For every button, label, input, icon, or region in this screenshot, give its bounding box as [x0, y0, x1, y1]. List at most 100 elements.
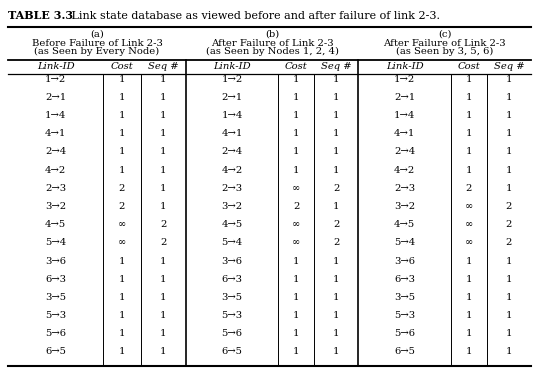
Text: ∞: ∞ [118, 238, 126, 248]
Text: 5→6: 5→6 [394, 329, 415, 338]
Text: 5→3: 5→3 [222, 311, 243, 320]
Text: 2→1: 2→1 [394, 93, 415, 102]
Text: 1: 1 [466, 147, 472, 156]
Text: 4→5: 4→5 [45, 220, 66, 229]
Text: 5→4: 5→4 [45, 238, 66, 248]
Text: 4→1: 4→1 [222, 129, 243, 138]
Text: 5→6: 5→6 [45, 329, 66, 338]
Text: Seq #: Seq # [148, 62, 178, 71]
Text: ∞: ∞ [465, 220, 473, 229]
Text: 1: 1 [119, 166, 125, 175]
Text: 1: 1 [293, 147, 300, 156]
Text: 1: 1 [466, 75, 472, 84]
Text: 1: 1 [466, 129, 472, 138]
Text: 1: 1 [293, 256, 300, 265]
Text: ∞: ∞ [292, 184, 301, 193]
Text: 2→4: 2→4 [222, 147, 243, 156]
Text: 1: 1 [293, 347, 300, 356]
Text: ∞: ∞ [465, 202, 473, 211]
Text: 1: 1 [333, 311, 340, 320]
Text: 6→3: 6→3 [222, 274, 243, 284]
Text: (as Seen by 3, 5, 6): (as Seen by 3, 5, 6) [396, 47, 493, 56]
Text: 5→4: 5→4 [222, 238, 243, 248]
Text: 1: 1 [119, 274, 125, 284]
Text: 1: 1 [333, 256, 340, 265]
Text: 2→3: 2→3 [222, 184, 243, 193]
Text: 1→2: 1→2 [394, 75, 415, 84]
Text: 5→3: 5→3 [394, 311, 415, 320]
Text: 1→4: 1→4 [394, 111, 415, 120]
Text: 1: 1 [333, 147, 340, 156]
Text: 1: 1 [466, 347, 472, 356]
Text: 1: 1 [506, 274, 512, 284]
Text: 1: 1 [333, 93, 340, 102]
Text: 1: 1 [466, 293, 472, 302]
Text: 3→6: 3→6 [394, 256, 415, 265]
Text: 1: 1 [160, 329, 167, 338]
Text: 4→5: 4→5 [222, 220, 243, 229]
Text: 1: 1 [506, 311, 512, 320]
Text: 1: 1 [160, 75, 167, 84]
Text: 2: 2 [466, 184, 472, 193]
Text: ∞: ∞ [465, 238, 473, 248]
Text: 1: 1 [506, 129, 512, 138]
Text: 3→5: 3→5 [394, 293, 415, 302]
Text: 1: 1 [160, 166, 167, 175]
Text: (a): (a) [90, 29, 104, 38]
Text: 1→4: 1→4 [45, 111, 66, 120]
Text: 1: 1 [160, 129, 167, 138]
Text: 5→3: 5→3 [45, 311, 66, 320]
Text: 1: 1 [333, 347, 340, 356]
Text: 3→5: 3→5 [45, 293, 66, 302]
Text: 1: 1 [293, 293, 300, 302]
Text: 3→6: 3→6 [45, 256, 66, 265]
Text: 1: 1 [506, 166, 512, 175]
Text: 1: 1 [506, 111, 512, 120]
Text: 5→4: 5→4 [394, 238, 415, 248]
Text: 2→3: 2→3 [45, 184, 66, 193]
Text: 1: 1 [293, 166, 300, 175]
Text: Cost: Cost [110, 62, 133, 71]
Text: 1: 1 [119, 129, 125, 138]
Text: 2→3: 2→3 [394, 184, 415, 193]
Text: ∞: ∞ [292, 220, 301, 229]
Text: 1: 1 [293, 329, 300, 338]
Text: After Failure of Link 2-3: After Failure of Link 2-3 [383, 39, 506, 48]
Text: 4→2: 4→2 [394, 166, 415, 175]
Text: Link-ID: Link-ID [37, 62, 74, 71]
Text: 2→4: 2→4 [45, 147, 66, 156]
Text: After Failure of Link 2-3: After Failure of Link 2-3 [211, 39, 334, 48]
Text: 2: 2 [119, 202, 125, 211]
Text: 6→5: 6→5 [222, 347, 243, 356]
Text: 2: 2 [333, 238, 340, 248]
Text: 2: 2 [119, 184, 125, 193]
Text: Seq #: Seq # [494, 62, 524, 71]
Text: 2→1: 2→1 [222, 93, 243, 102]
Text: ∞: ∞ [118, 220, 126, 229]
Text: Link state database as viewed before and after failure of link 2-3.: Link state database as viewed before and… [61, 11, 440, 21]
Text: 1: 1 [333, 75, 340, 84]
Text: 1: 1 [466, 274, 472, 284]
Text: 3→5: 3→5 [222, 293, 243, 302]
Text: 1: 1 [293, 75, 300, 84]
Text: 1: 1 [160, 202, 167, 211]
Text: 1: 1 [119, 75, 125, 84]
Text: 1: 1 [160, 147, 167, 156]
Text: 1: 1 [119, 329, 125, 338]
Text: 1: 1 [119, 311, 125, 320]
Text: 5→6: 5→6 [222, 329, 243, 338]
Text: 1: 1 [333, 202, 340, 211]
Text: 1: 1 [293, 111, 300, 120]
Text: 1: 1 [293, 129, 300, 138]
Text: 1: 1 [466, 329, 472, 338]
Text: 1: 1 [119, 147, 125, 156]
Text: 4→1: 4→1 [394, 129, 415, 138]
Text: 3→6: 3→6 [222, 256, 243, 265]
Text: (b): (b) [265, 29, 279, 38]
Text: 1: 1 [333, 293, 340, 302]
Text: 2→4: 2→4 [394, 147, 415, 156]
Text: 4→1: 4→1 [45, 129, 66, 138]
Text: 2: 2 [506, 220, 512, 229]
Text: 1: 1 [293, 311, 300, 320]
Text: 1: 1 [160, 256, 167, 265]
